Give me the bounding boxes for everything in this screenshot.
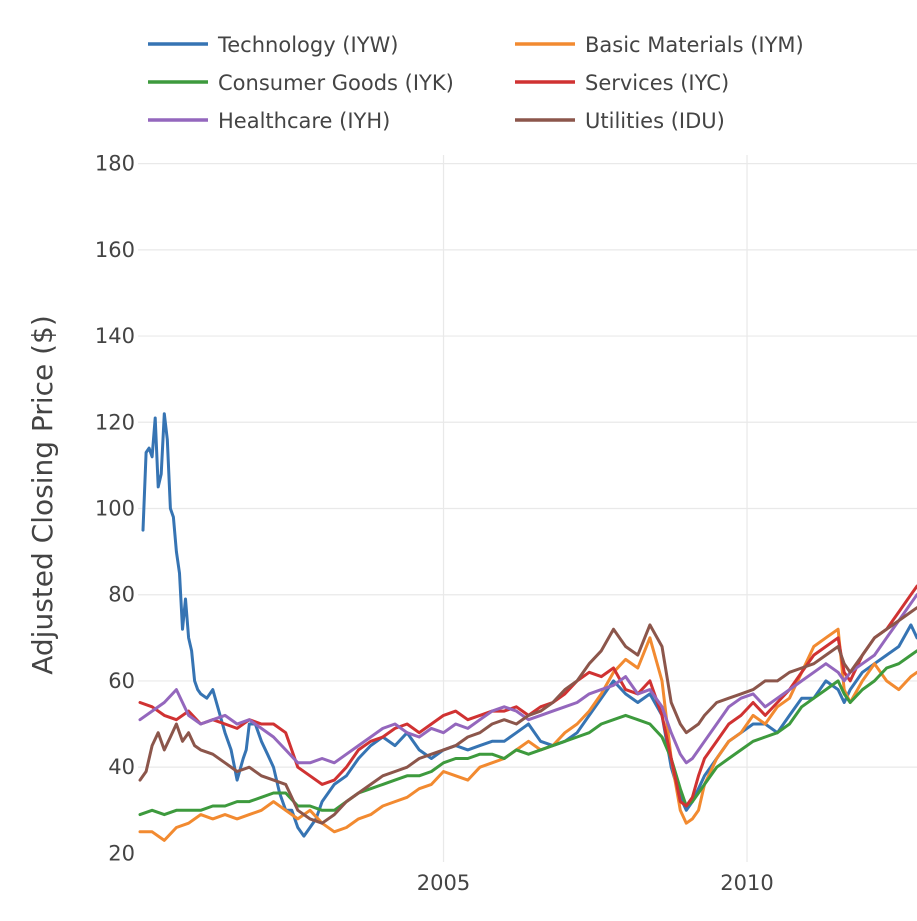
series-layer — [138, 412, 917, 842]
x-tick-label: 2010 — [720, 871, 773, 895]
y-tick-label: 80 — [108, 583, 135, 607]
y-tick-label: 60 — [108, 669, 135, 693]
series-line-5 — [138, 593, 917, 765]
y-tick-label: 40 — [108, 755, 135, 779]
y-tick-label: 180 — [95, 152, 135, 176]
y-tick-label: 120 — [95, 410, 135, 434]
legend: Technology (IYW) Basic Materials (IYM) Con… — [148, 33, 804, 133]
x-tick-label: 2005 — [417, 871, 470, 895]
y-tick-label: 140 — [95, 324, 135, 348]
y-tick-label: 100 — [95, 497, 135, 521]
legend-label: Utilities (IDU) — [585, 109, 725, 133]
axis-ticks: 20 40 60 80 100 120 140 160 180 2005 2010 — [95, 152, 774, 895]
legend-label: Consumer Goods (IYK) — [218, 71, 454, 95]
series-line-2 — [138, 627, 917, 842]
legend-label: Technology (IYW) — [217, 33, 398, 57]
legend-label: Healthcare (IYH) — [218, 109, 390, 133]
legend-label: Services (IYC) — [585, 71, 729, 95]
y-tick-label: 20 — [108, 841, 135, 865]
legend-label: Basic Materials (IYM) — [585, 33, 804, 57]
grid-layer — [138, 155, 917, 862]
series-line-6 — [138, 606, 917, 825]
y-axis-label: Adjusted Closing Price ($) — [26, 315, 59, 675]
series-line-1 — [141, 412, 917, 838]
series-line-3 — [138, 649, 917, 817]
y-tick-label: 160 — [95, 238, 135, 262]
